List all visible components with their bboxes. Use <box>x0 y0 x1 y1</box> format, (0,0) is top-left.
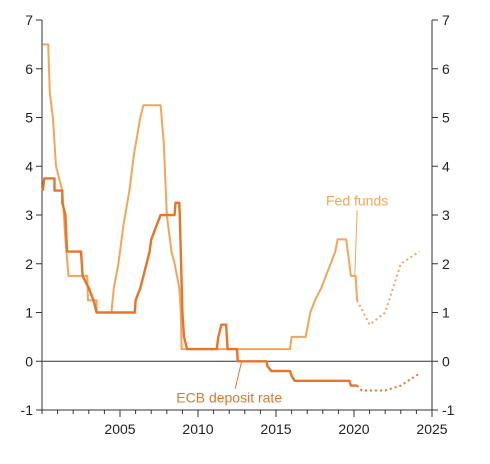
annotation-label: Fed funds <box>326 192 388 208</box>
y-tick-label-right: 7 <box>442 12 450 28</box>
y-tick-label-right: 6 <box>442 61 450 77</box>
y-tick-label-right: 2 <box>442 256 450 272</box>
y-tick-label-right: 3 <box>442 207 450 223</box>
y-tick-label-left: 1 <box>25 305 33 321</box>
y-tick-label-right: -1 <box>442 402 455 418</box>
series-layer <box>41 43 421 392</box>
x-tick-label: 2025 <box>416 421 447 437</box>
annotation-layer: Fed funds ECB deposit rate <box>176 192 388 405</box>
y-tick-label-right: 0 <box>442 353 450 369</box>
series-line-ecb-deposit-rate <box>41 177 358 387</box>
axes: -1 -1 0 0 1 1 2 2 3 3 4 4 5 5 6 6 7 7 2005 2010 2015 2020 2025 <box>21 12 455 437</box>
y-tick-label-left: 0 <box>25 353 33 369</box>
y-tick-label-right: 1 <box>442 305 450 321</box>
annotation-label: ECB deposit rate <box>176 390 282 406</box>
x-tick-label: 2015 <box>260 421 291 437</box>
y-tick-label-left: 6 <box>25 61 33 77</box>
x-tick-label: 2020 <box>338 421 369 437</box>
annotation-pointer <box>354 210 358 276</box>
y-tick-label-right: 4 <box>442 158 450 174</box>
x-tick-label: 2005 <box>104 421 135 437</box>
y-tick-label-right: 5 <box>442 110 450 126</box>
y-tick-label-left: 2 <box>25 256 33 272</box>
series-line-fed-funds-projection <box>356 250 421 326</box>
x-tick-label: 2010 <box>182 421 213 437</box>
y-tick-label-left: 4 <box>25 158 33 174</box>
series-line-fed-funds <box>42 43 359 351</box>
series-line-ecb-deposit-rate-projection <box>356 372 421 392</box>
y-tick-label-left: 5 <box>25 110 33 126</box>
y-tick-label-left: 3 <box>25 207 33 223</box>
annotation-pointer <box>234 361 243 389</box>
y-tick-label-left: -1 <box>21 402 34 418</box>
y-tick-label-left: 7 <box>25 12 33 28</box>
